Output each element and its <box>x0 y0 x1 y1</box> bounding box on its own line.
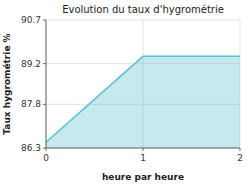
tick-label-x: 2 <box>237 153 243 163</box>
chart-container: 86.3 87.8 89.2 90.7 0 1 2 Evolution du taux d'h… <box>0 0 250 188</box>
y-label: Taux hygrométrie % <box>2 33 12 134</box>
area <box>46 56 240 148</box>
tick-x <box>240 148 241 151</box>
tick-label-y: 87.8 <box>21 99 41 109</box>
data-group <box>46 56 240 148</box>
grid <box>46 20 240 148</box>
tick-y <box>43 20 46 21</box>
tick-label-x: 1 <box>140 153 146 163</box>
tick-label-y: 90.7 <box>21 15 41 25</box>
tick-label-y: 89.2 <box>21 59 41 69</box>
chart: 86.3 87.8 89.2 90.7 0 1 2 Evolution du taux d'h… <box>0 0 250 188</box>
grid-line-x <box>46 20 47 148</box>
tick-x <box>143 148 144 151</box>
line <box>46 56 240 142</box>
tick-y <box>43 104 46 105</box>
tick-y <box>43 63 46 64</box>
title: Evolution du taux d'hygrométrie <box>62 4 224 15</box>
tick-label-x: 0 <box>43 153 49 163</box>
x-label: heure par heure <box>102 172 184 182</box>
tick-label-y: 86.3 <box>21 143 41 153</box>
y-axis <box>46 20 47 148</box>
tick-x <box>46 148 47 151</box>
